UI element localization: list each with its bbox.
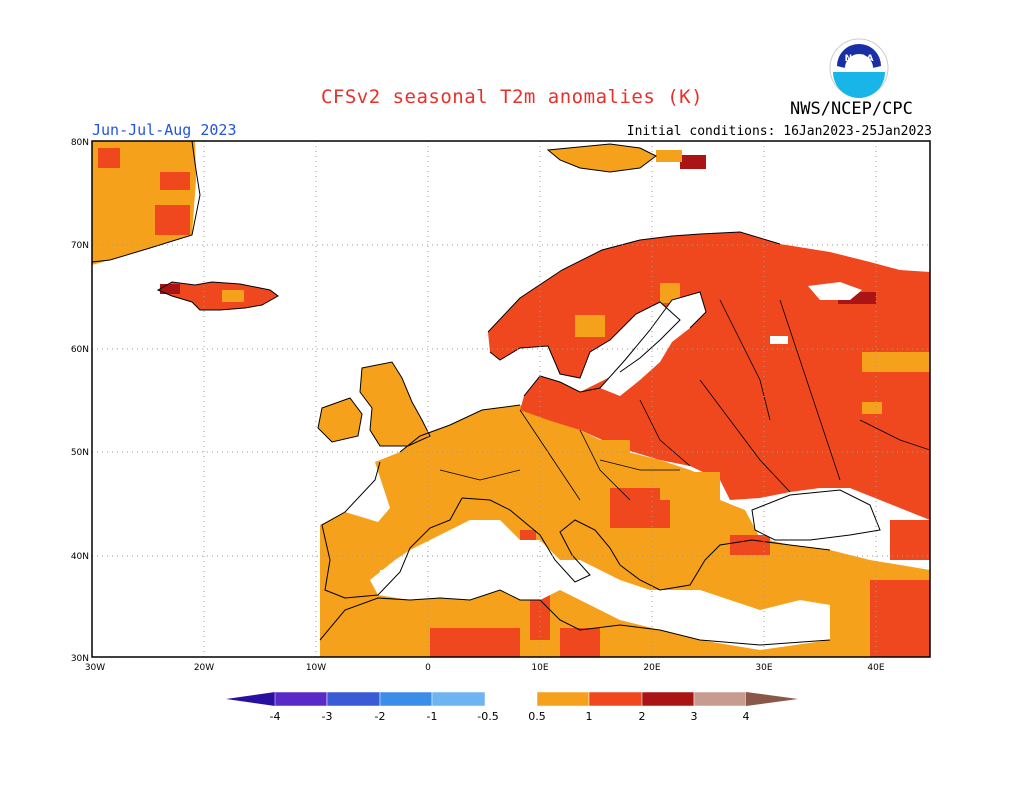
- africa-hot-patch: [430, 628, 520, 657]
- british-coast: [359, 361, 431, 447]
- lat-label: 60N: [71, 345, 89, 355]
- africa-coast: [319, 589, 831, 646]
- colorbar-label: 4: [743, 710, 750, 723]
- black-sea-coast: [751, 489, 881, 541]
- africa-hot-patch: [530, 590, 550, 640]
- colorbar-bin: [379, 691, 433, 707]
- lon-label: 40E: [867, 663, 884, 673]
- svalbard-coast: [546, 143, 657, 173]
- spain-no-signal: [380, 570, 400, 580]
- svalbard-warm-cell: [656, 150, 682, 162]
- lon-label: 10W: [306, 663, 326, 673]
- iceland-warm-cell: [222, 290, 244, 302]
- svalbard-anomaly: [548, 144, 656, 172]
- greenland-hot-cell: [98, 148, 120, 168]
- border-lines: [439, 299, 930, 501]
- chart-title: CFSv2 seasonal T2m anomalies (K): [320, 86, 704, 108]
- scandinavia-coast: [487, 231, 781, 379]
- map-frame: [91, 140, 931, 658]
- colorbar-bin: [641, 691, 695, 707]
- colorbar-bin: [588, 691, 643, 707]
- ireland-coast: [317, 397, 363, 443]
- colorbar-label: 3: [691, 710, 698, 723]
- scandinavia-hot-region: [488, 232, 930, 520]
- iberia-coast: [321, 461, 463, 599]
- agency-label: NWS/NCEP/CPC: [790, 99, 913, 119]
- lat-label: 30N: [71, 654, 89, 664]
- iceland-anomaly: [158, 282, 278, 310]
- colorbar-label: 1: [586, 710, 593, 723]
- colorbar-high-arrow: [746, 692, 798, 706]
- central-warm-patch: [600, 440, 630, 460]
- colorbar-label: -3: [322, 710, 333, 723]
- lon-label: 10E: [531, 663, 548, 673]
- greenland-hot-cell: [155, 205, 190, 235]
- ukraine-warm-patch: [660, 472, 720, 500]
- white-sea-no-signal: [808, 282, 862, 300]
- svalbard-hot-cell: [680, 155, 706, 169]
- coastlines: [92, 141, 930, 646]
- anatolia-hot-patch: [730, 535, 770, 555]
- initial-conditions-label: Initial conditions: 16Jan2023-25Jan2023: [626, 124, 932, 139]
- colorbar-low-arrow: [226, 692, 275, 706]
- colorbar-bin: [326, 691, 381, 707]
- balkan-coast: [619, 539, 831, 591]
- africa-hot-patch: [560, 628, 600, 657]
- ru-warm-patch: [862, 352, 930, 372]
- colorbar-label: 2: [639, 710, 646, 723]
- colorbar: [226, 691, 798, 707]
- lat-label: 50N: [71, 448, 89, 458]
- colorbar-bin: [536, 691, 590, 707]
- colorbar-bin: [431, 691, 486, 707]
- lat-label: 70N: [71, 241, 89, 251]
- colorbar-bin: [274, 691, 328, 707]
- season-label: Jun-Jul-Aug 2023: [92, 121, 237, 139]
- colorbar-label: -4: [270, 710, 281, 723]
- noaa-logo-text: NOAA: [845, 54, 874, 64]
- ru-warm-patch: [862, 402, 882, 414]
- caucasus-hot-patch: [890, 520, 930, 560]
- gridlines: [92, 141, 930, 657]
- lon-label: 20E: [643, 663, 660, 673]
- fin-warm-patch: [660, 283, 680, 303]
- black-sea-no-signal: [752, 490, 880, 540]
- colorbar-label: -0.5: [477, 710, 498, 723]
- lat-label: 40N: [71, 552, 89, 562]
- middle-east-hot-patch: [870, 580, 930, 657]
- lon-labels: 30W 20W 10W 0 10E 20E 30E 40E: [85, 663, 885, 673]
- colorbar-label: -1: [427, 710, 438, 723]
- baltic-coast: [523, 291, 707, 397]
- colorbar-labels: -4 -3 -2 -1 -0.5 0.5 1 2 3 4: [270, 710, 750, 723]
- france-italy-coast: [399, 404, 621, 583]
- mediterranean-no-signal: [370, 520, 830, 650]
- iceland-coast: [156, 281, 279, 311]
- iceland-very-hot-cell: [160, 284, 180, 294]
- lon-label: 30E: [755, 663, 772, 673]
- ru-no-signal: [770, 336, 788, 344]
- greenland-hot-cell: [160, 172, 190, 190]
- colorbar-label: 0.5: [528, 710, 546, 723]
- colorbar-bin: [485, 692, 537, 706]
- anomaly-fields: [92, 141, 930, 657]
- lon-label: 0: [425, 663, 431, 673]
- baltic-no-signal: [600, 292, 706, 396]
- noaa-logo: NOAA: [829, 38, 889, 98]
- greenland-coast: [92, 141, 201, 263]
- lon-label: 30W: [85, 663, 105, 673]
- lon-label: 20W: [194, 663, 214, 673]
- ireland-anomaly: [318, 398, 362, 442]
- lat-label: 80N: [71, 138, 89, 148]
- colorbar-label: -2: [375, 710, 386, 723]
- colorbar-bin: [693, 691, 747, 707]
- british-isles-anomaly: [360, 362, 430, 446]
- lat-labels: 30N 40N 50N 60N 70N 80N: [71, 138, 89, 664]
- fin-warm-patch: [575, 315, 605, 337]
